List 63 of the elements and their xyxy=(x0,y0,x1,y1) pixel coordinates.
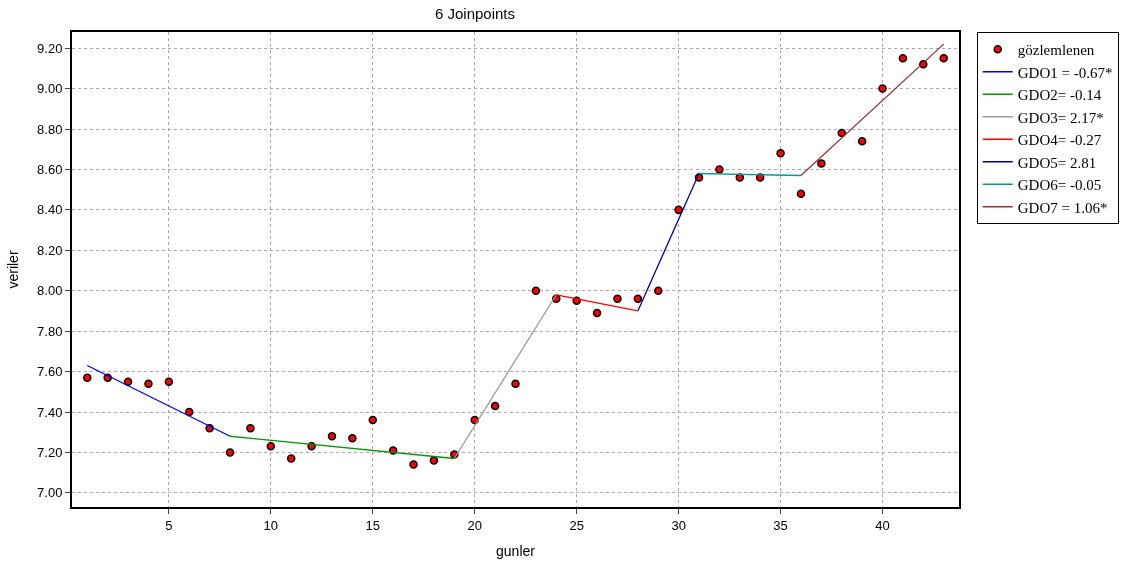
y-tick-label: 8.60 xyxy=(37,162,63,177)
point xyxy=(796,189,806,198)
x-tick-label: 25 xyxy=(569,517,584,533)
point xyxy=(409,460,418,469)
legend-label: GDO1 = -0.67* xyxy=(1017,64,1113,81)
point xyxy=(83,373,92,382)
y-tick-label: 7.60 xyxy=(37,364,63,380)
x-tick-label: 30 xyxy=(671,517,686,533)
x-tick-label: 15 xyxy=(365,517,380,533)
point xyxy=(776,149,785,158)
legend-label: gözlemlenen xyxy=(1017,42,1095,59)
point xyxy=(592,308,602,318)
point xyxy=(715,165,724,174)
y-tick-label: 7.40 xyxy=(37,404,63,420)
point xyxy=(266,442,276,451)
point xyxy=(939,54,948,63)
x-axis-title: gunler xyxy=(496,543,536,560)
point xyxy=(144,379,153,388)
point xyxy=(898,54,908,63)
y-tick-label: 7.00 xyxy=(37,485,63,501)
point xyxy=(225,448,235,457)
legend-label: GDO3= 2.17* xyxy=(1017,109,1104,126)
x-tick-label: 5 xyxy=(165,517,173,533)
point xyxy=(185,407,194,417)
legend-label: GDO2= -0.14 xyxy=(1017,87,1102,104)
y-tick-label: 7.20 xyxy=(37,444,63,460)
y-axis-title: veriler xyxy=(5,250,22,289)
y-tick-label: 9.20 xyxy=(37,40,63,56)
point xyxy=(286,454,296,463)
y-tick-label: 7.80 xyxy=(37,323,63,339)
legend-label: GDO7 = 1.06* xyxy=(1017,199,1108,216)
point xyxy=(613,294,622,304)
point xyxy=(429,456,439,465)
point xyxy=(817,159,826,168)
legend-label: GDO4= -0.27 xyxy=(1017,132,1102,149)
point xyxy=(878,84,887,93)
point xyxy=(164,377,174,386)
y-tick-label: 8.00 xyxy=(37,283,63,299)
x-tick-label: 10 xyxy=(263,517,279,533)
point xyxy=(348,434,357,443)
y-tick-label: 8.80 xyxy=(37,121,63,137)
chart-title: 6 Joinpoints xyxy=(434,5,516,23)
point xyxy=(653,286,663,295)
point xyxy=(674,205,683,215)
legend-label: GDO6= -0.05 xyxy=(1017,177,1102,194)
point xyxy=(511,379,520,388)
point xyxy=(123,377,133,386)
point xyxy=(857,136,867,146)
point xyxy=(246,423,255,433)
x-tick-label: 20 xyxy=(467,517,482,533)
point xyxy=(531,286,541,295)
x-tick-label: 40 xyxy=(875,517,890,533)
point xyxy=(837,128,846,138)
point xyxy=(490,401,500,411)
x-tick-label: 35 xyxy=(773,517,788,533)
point xyxy=(633,294,643,304)
y-tick-label: 9.00 xyxy=(37,81,63,97)
legend-label: GDO5= 2.81 xyxy=(1017,154,1097,171)
y-tick-label: 8.40 xyxy=(37,202,63,218)
point xyxy=(368,415,378,425)
y-tick-label: 8.20 xyxy=(37,242,63,258)
point xyxy=(327,432,337,441)
point xyxy=(755,173,765,182)
